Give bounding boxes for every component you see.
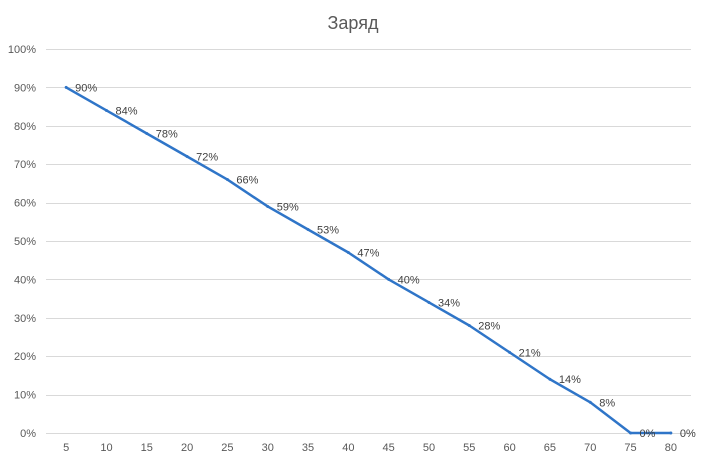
x-tick-label: 5 — [63, 442, 69, 454]
x-tick-label: 35 — [302, 442, 314, 454]
chart-title: Заряд — [328, 13, 379, 33]
x-tick-label: 55 — [463, 442, 475, 454]
series-layer — [64, 85, 673, 435]
y-tick-label: 50% — [14, 236, 36, 248]
data-label: 8% — [599, 397, 615, 409]
data-label: 14% — [559, 374, 581, 386]
y-tick-label: 30% — [14, 313, 36, 325]
data-label: 59% — [277, 201, 299, 213]
data-label: 0% — [680, 428, 696, 440]
x-tick-label: 20 — [181, 442, 193, 454]
x-tick-label: 50 — [423, 442, 435, 454]
data-point — [266, 204, 270, 208]
y-tick-label: 60% — [14, 198, 36, 210]
x-tick-label: 10 — [100, 442, 112, 454]
data-point — [346, 251, 350, 255]
series-line — [64, 86, 673, 435]
data-label: 66% — [236, 175, 258, 187]
y-tick-label: 100% — [8, 44, 36, 56]
data-label: 90% — [75, 82, 97, 94]
x-tick-label: 40 — [342, 442, 354, 454]
x-tick-label: 65 — [544, 442, 556, 454]
data-point — [387, 277, 391, 281]
data-labels: 90% 84% 78% 72% 66% 59% 53% 47% 40% 34% 28% 21% 14% 8… — [75, 82, 696, 440]
y-axis: 0% 10% 20% 30% 40% 50% 60% 70% 80% 90% 100% — [8, 44, 36, 440]
data-label: 47% — [357, 248, 379, 260]
x-tick-label: 45 — [383, 442, 395, 454]
y-tick-label: 10% — [14, 390, 36, 402]
x-tick-label: 75 — [624, 442, 636, 454]
data-label: 78% — [156, 128, 178, 140]
x-tick-label: 60 — [503, 442, 515, 454]
y-tick-label: 0% — [20, 428, 36, 440]
data-label: 84% — [115, 105, 137, 117]
data-point — [508, 350, 512, 354]
data-point — [588, 400, 592, 404]
data-point — [548, 377, 552, 381]
x-tick-label: 15 — [141, 442, 153, 454]
x-tick-label: 80 — [665, 442, 677, 454]
data-label: 53% — [317, 224, 339, 236]
y-tick-label: 20% — [14, 351, 36, 363]
y-tick-label: 40% — [14, 274, 36, 286]
data-point — [145, 131, 149, 135]
data-point — [64, 85, 68, 89]
x-tick-label: 70 — [584, 442, 596, 454]
data-label: 21% — [519, 347, 541, 359]
data-point — [185, 155, 189, 159]
data-label: 28% — [478, 320, 500, 332]
y-tick-label: 70% — [14, 159, 36, 171]
gridlines — [46, 49, 691, 434]
data-point — [306, 227, 310, 231]
data-label: 0% — [640, 428, 656, 440]
data-label: 40% — [398, 274, 420, 286]
data-point — [467, 323, 471, 327]
data-point — [104, 108, 108, 112]
data-point — [669, 431, 673, 435]
y-tick-label: 80% — [14, 121, 36, 133]
data-point — [225, 178, 229, 182]
data-point — [629, 431, 633, 435]
data-point — [427, 300, 431, 304]
data-label: 72% — [196, 152, 218, 164]
x-tick-label: 25 — [221, 442, 233, 454]
data-label: 34% — [438, 297, 460, 309]
x-tick-label: 30 — [262, 442, 274, 454]
y-tick-label: 90% — [14, 82, 36, 94]
x-axis: 5 10 15 20 25 30 35 40 45 50 55 60 65 70 75 80 — [63, 442, 677, 454]
